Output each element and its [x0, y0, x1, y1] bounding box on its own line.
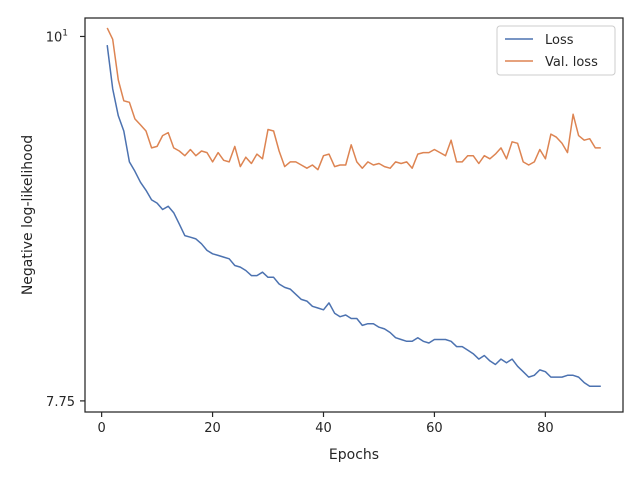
legend-label-val-loss: Val. loss — [545, 55, 598, 70]
x-tick-label: 60 — [426, 421, 443, 436]
x-tick-label: 20 — [204, 421, 221, 436]
legend: Loss Val. loss — [496, 25, 616, 76]
series-line-val-loss — [106, 27, 601, 171]
x-axis: 0 20 40 60 80 — [97, 412, 554, 436]
y-axis-label: Negative log-likelihood — [20, 135, 36, 295]
x-tick-label: 80 — [537, 421, 554, 436]
series-line-loss — [106, 45, 601, 387]
x-tick-label: 40 — [315, 421, 332, 436]
series-layer — [106, 27, 601, 387]
legend-label-loss: Loss — [545, 33, 574, 48]
x-axis-label: Epochs — [329, 447, 379, 463]
y-tick-label: 7.75 — [46, 395, 75, 410]
plot-frame — [84, 17, 624, 413]
x-tick-label: 0 — [97, 421, 105, 436]
